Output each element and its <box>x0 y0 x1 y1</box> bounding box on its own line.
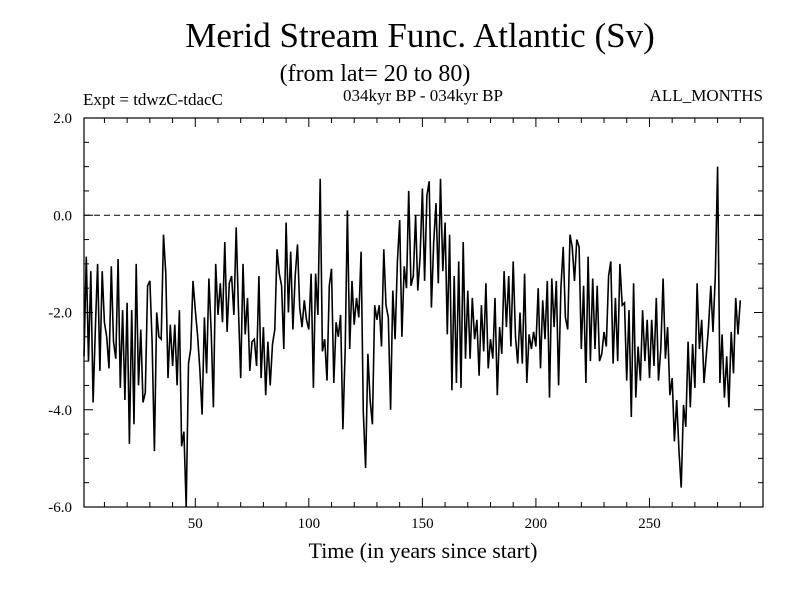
y-tick-label: -6.0 <box>48 500 72 516</box>
period-label: 034kyr BP - 034kyr BP <box>343 86 503 105</box>
y-tick-label: 0.0 <box>53 208 72 224</box>
x-tick-label: 250 <box>638 516 661 532</box>
x-tick-label: 50 <box>188 516 203 532</box>
x-tick-label: 100 <box>298 516 321 532</box>
y-tick-label: -4.0 <box>48 403 72 419</box>
plot-frame <box>83 117 764 508</box>
experiment-label: Expt = tdwzC-tdacC <box>83 90 223 109</box>
months-label: ALL_MONTHS <box>649 86 763 105</box>
y-tick-label: -2.0 <box>48 306 72 322</box>
chart-title: Merid Stream Func. Atlantic (Sv) <box>185 16 655 55</box>
x-tick-label: 150 <box>411 516 434 532</box>
x-axis-label: Time (in years since start) <box>308 538 538 563</box>
chart-subtitle: (from lat= 20 to 80) <box>279 61 471 87</box>
y-tick-label: 2.0 <box>53 111 72 127</box>
series-line <box>83 166 742 508</box>
x-tick-label: 200 <box>525 516 548 532</box>
